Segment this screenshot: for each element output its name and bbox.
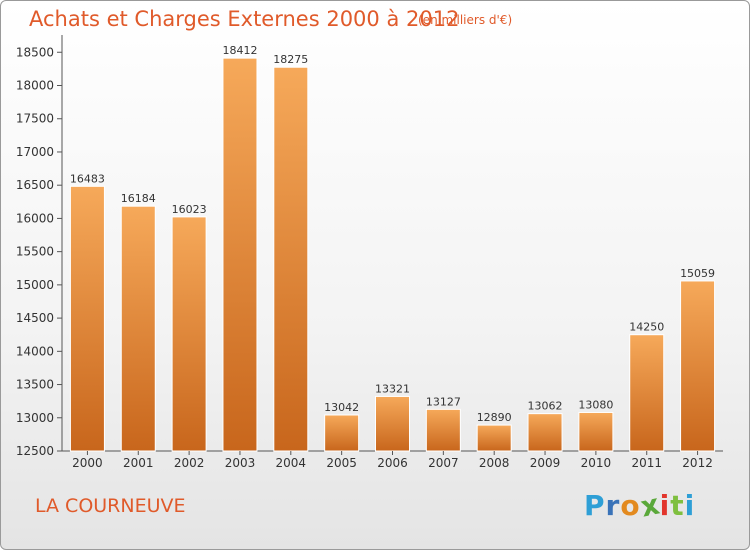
- bar-value-label: 18275: [273, 53, 308, 66]
- bar-value-label: 12890: [477, 411, 512, 424]
- bar: [578, 411, 614, 452]
- x-tick-label: 2002: [174, 456, 205, 470]
- x-tick-label: 2011: [631, 456, 662, 470]
- bar-value-label: 13321: [375, 382, 410, 395]
- y-tick-label: 16500: [16, 178, 54, 192]
- x-tick-label: 2004: [276, 456, 307, 470]
- bar: [425, 408, 461, 452]
- bar: [527, 413, 563, 452]
- y-tick-label: 15000: [16, 278, 54, 292]
- proxiti-logo: Proxiti: [584, 487, 696, 523]
- y-tick-label: 17500: [16, 112, 54, 126]
- bar: [120, 205, 156, 452]
- bar-value-label: 18412: [222, 44, 257, 57]
- x-tick-label: 2010: [581, 456, 612, 470]
- bar-value-label: 15059: [680, 267, 715, 280]
- logo-letter: i: [659, 489, 671, 522]
- bar-value-label: 13062: [528, 400, 563, 413]
- bar-value-label: 16023: [172, 203, 207, 216]
- x-tick-label: 2006: [377, 456, 408, 470]
- y-tick-label: 14000: [16, 344, 54, 358]
- bar: [69, 185, 105, 452]
- y-tick-label: 13500: [16, 378, 54, 392]
- bar: [222, 57, 258, 452]
- bar: [476, 424, 512, 452]
- y-tick-label: 14500: [16, 311, 54, 325]
- logo-letter: t: [670, 489, 685, 522]
- place-label: LA COURNEUVE: [35, 495, 186, 517]
- bar: [629, 334, 665, 452]
- bar: [375, 395, 410, 452]
- x-tick-label: 2003: [225, 456, 256, 470]
- chart-subtitle: (en milliers d'€): [418, 13, 513, 27]
- chart-title: Achats et Charges Externes 2000 à 2012: [29, 7, 460, 31]
- bar-value-label: 13042: [324, 401, 359, 414]
- y-tick-label: 13000: [16, 411, 54, 425]
- logo-letter: r: [605, 489, 621, 522]
- x-tick-label: 2009: [530, 456, 561, 470]
- logo-letter: o: [620, 489, 641, 522]
- bar-value-label: 16483: [70, 172, 105, 185]
- bar: [273, 66, 309, 452]
- x-tick-label: 2012: [682, 456, 713, 470]
- logo-letter: i: [684, 489, 696, 522]
- bar-value-label: 13127: [426, 395, 461, 408]
- y-tick-label: 12500: [16, 444, 54, 458]
- x-tick-label: 2001: [123, 456, 154, 470]
- y-tick-label: 15500: [16, 245, 54, 259]
- x-tick-label: 2005: [326, 456, 357, 470]
- y-tick-label: 18500: [16, 45, 54, 59]
- y-tick-label: 17000: [16, 145, 54, 159]
- x-tick-label: 2007: [428, 456, 459, 470]
- bar: [171, 216, 207, 452]
- x-tick-label: 2008: [479, 456, 510, 470]
- bar-value-label: 14250: [629, 321, 664, 334]
- x-tick-label: 2000: [72, 456, 103, 470]
- bar: [680, 280, 716, 452]
- bar-value-label: 16184: [121, 192, 156, 205]
- bar-value-label: 13080: [578, 398, 613, 411]
- y-tick-label: 18000: [16, 79, 54, 93]
- y-tick-label: 16000: [16, 211, 54, 225]
- bar: [324, 414, 360, 452]
- logo-letter: P: [584, 489, 606, 522]
